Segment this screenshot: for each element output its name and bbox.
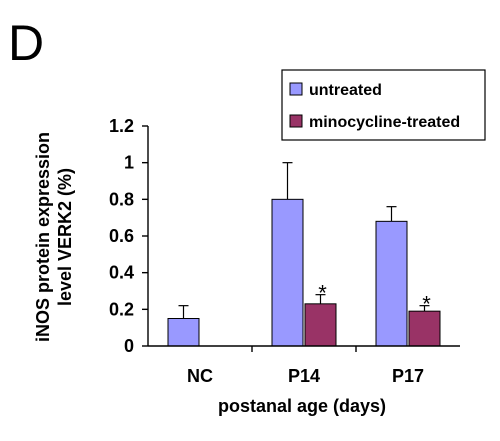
x-tick-label: P17: [392, 366, 424, 386]
y-tick-label: 0: [124, 336, 134, 356]
legend-swatch-minocycline-treated: [289, 114, 303, 128]
x-tick-label: P14: [288, 366, 320, 386]
y-tick-label: 0.8: [109, 189, 134, 209]
x-tick-label: NC: [187, 366, 213, 386]
y-tick-label: 0.6: [109, 226, 134, 246]
legend-label-minocycline-treated: minocycline-treated: [309, 114, 460, 131]
x-axis-label: postanal age (days): [218, 396, 386, 416]
y-tick-label: 1.2: [109, 116, 134, 136]
legend: untreated minocycline-treated: [281, 69, 486, 141]
legend-label-untreated: untreated: [309, 82, 382, 99]
legend-box: [281, 69, 486, 141]
y-tick-label: 0.2: [109, 299, 134, 319]
bar-untreated-P14: [271, 198, 304, 347]
legend-swatch-untreated: [289, 82, 303, 96]
panel-label: D: [8, 15, 45, 71]
bar-untreated-NC: [167, 318, 200, 347]
bar-untreated-P17: [375, 220, 408, 347]
significance-marker: *: [422, 292, 431, 317]
y-tick-label: 0.4: [109, 263, 134, 283]
y-axis-label-line-2: level VERK2 (%): [55, 168, 75, 306]
significance-marker: *: [318, 281, 327, 306]
y-axis-label-line-1: iNOS protein expression: [33, 132, 53, 342]
y-tick-label: 1: [124, 153, 134, 173]
bar-minocycline-treated-P14: [304, 303, 337, 347]
